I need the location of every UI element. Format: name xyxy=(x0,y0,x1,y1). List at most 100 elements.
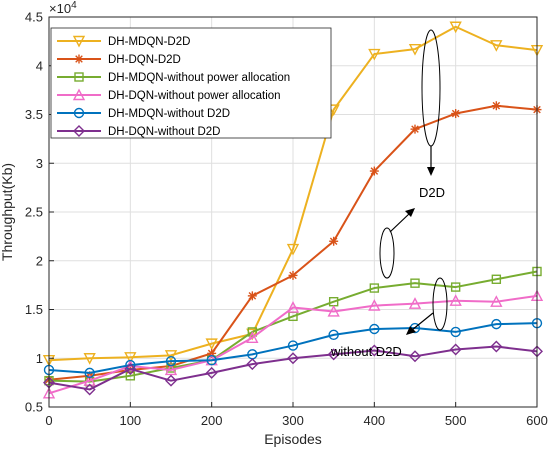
d2d-arrow-up xyxy=(389,212,411,233)
y-multiplier-label: ×104 xyxy=(49,0,77,16)
data-point xyxy=(490,295,503,307)
data-point xyxy=(206,355,217,366)
legend-item: DH-DQN-D2D xyxy=(57,54,181,66)
data-point xyxy=(369,323,380,335)
y-tick-label: 4 xyxy=(36,58,43,73)
data-point xyxy=(124,362,137,375)
y-tick-label: 3.5 xyxy=(25,107,43,122)
d2d-ellipse-mid xyxy=(379,227,395,279)
series-layer xyxy=(42,21,544,399)
data-point xyxy=(125,371,136,381)
data-point xyxy=(286,243,300,256)
legend-item: DH-MDQN-without D2D xyxy=(57,107,230,120)
data-point xyxy=(368,299,381,311)
data-point xyxy=(328,329,339,341)
data-point xyxy=(410,278,420,288)
data-point xyxy=(450,326,461,338)
x-tick-label: 200 xyxy=(201,413,223,428)
data-point xyxy=(164,363,178,376)
y-axis-label: Throughput(Kb) xyxy=(0,163,15,261)
d2d-arrow-up-head xyxy=(405,208,415,217)
data-point xyxy=(124,352,137,364)
data-point xyxy=(491,274,502,284)
without-d2d-arrow xyxy=(411,312,434,331)
legend-marker xyxy=(74,72,84,82)
data-point xyxy=(450,282,461,292)
x-axis-label: Episodes xyxy=(264,431,322,447)
x-tick-label: 0 xyxy=(45,413,52,428)
data-point xyxy=(165,355,177,367)
data-point xyxy=(408,43,422,56)
data-point xyxy=(329,236,339,246)
legend-label: DH-MDQN-without power allocation xyxy=(108,72,290,84)
data-point xyxy=(491,101,501,111)
axis-ticks: 0 100 200 300 400 500 600 0.5 1 1.5 2 2.5 3 3.5 4 4.5 xyxy=(25,10,548,429)
data-point xyxy=(246,331,259,343)
d2d-ellipse-top xyxy=(421,29,441,147)
legend-marker xyxy=(74,54,84,64)
x-tick-label: 400 xyxy=(363,413,385,428)
legend-marker xyxy=(72,35,86,48)
y-tick-label: 4.5 xyxy=(25,10,43,25)
legend: DH-MDQN-D2D DH-DQN-D2D DH-MDQN-without pow… xyxy=(50,27,332,139)
data-point xyxy=(83,353,96,365)
data-point xyxy=(449,21,462,34)
legend-label: DH-DQN-without power allocation xyxy=(108,90,281,102)
data-point xyxy=(449,294,462,306)
y-tick-label: 2.5 xyxy=(25,205,43,220)
data-point xyxy=(490,40,503,52)
legend-marker xyxy=(73,107,85,119)
data-point xyxy=(369,166,379,176)
data-point xyxy=(327,348,340,361)
without-d2d-arrow-head xyxy=(406,326,416,335)
data-point xyxy=(205,366,218,379)
series-line xyxy=(48,270,538,383)
legend-label: DH-DQN-without D2D xyxy=(108,126,220,138)
d2d-arrow-down-head xyxy=(427,167,435,176)
data-point xyxy=(205,338,218,351)
y-tick-label: 3 xyxy=(36,156,43,171)
data-point xyxy=(84,367,95,379)
data-point xyxy=(491,318,502,330)
data-point xyxy=(247,327,258,337)
data-point xyxy=(286,301,300,313)
data-point xyxy=(164,350,178,362)
legend-label: DH-MDQN-without D2D xyxy=(108,108,230,120)
y-tick-label: 1 xyxy=(36,351,43,366)
legend-item: DH-MDQN-D2D xyxy=(57,35,190,48)
legend-item: DH-MDQN-without power allocation xyxy=(57,72,290,84)
x-tick-label: 600 xyxy=(526,413,548,428)
legend-item: DH-DQN-without D2D xyxy=(57,125,220,138)
legend-label: DH-MDQN-D2D xyxy=(108,36,190,48)
data-point xyxy=(490,340,503,353)
d2d-annotation: D2D xyxy=(419,185,445,200)
data-point xyxy=(287,340,299,351)
x-tick-label: 300 xyxy=(282,413,304,428)
x-tick-label: 100 xyxy=(119,413,141,428)
series-line xyxy=(48,322,538,374)
data-point xyxy=(368,344,381,357)
series-line xyxy=(48,345,538,391)
legend-item: DH-DQN-without power allocation xyxy=(57,88,281,102)
data-point xyxy=(247,291,257,301)
data-point xyxy=(409,350,421,363)
data-point xyxy=(368,48,381,61)
data-point xyxy=(449,343,462,356)
data-point xyxy=(246,358,259,371)
data-point xyxy=(327,304,340,317)
data-point xyxy=(287,352,299,365)
y-tick-label: 1.5 xyxy=(25,302,43,317)
without-d2d-annotation: without D2D xyxy=(330,344,402,359)
data-point xyxy=(288,270,298,280)
annotations: D2D without D2D xyxy=(330,29,448,359)
legend-marker xyxy=(72,88,86,101)
legend-label: DH-DQN-D2D xyxy=(108,54,181,66)
legend-box xyxy=(50,27,332,139)
data-point xyxy=(83,383,96,396)
legend-marker xyxy=(73,125,85,137)
data-point xyxy=(451,109,461,119)
data-point xyxy=(369,283,380,293)
series-5 xyxy=(43,317,543,379)
x-tick-label: 500 xyxy=(445,413,467,428)
